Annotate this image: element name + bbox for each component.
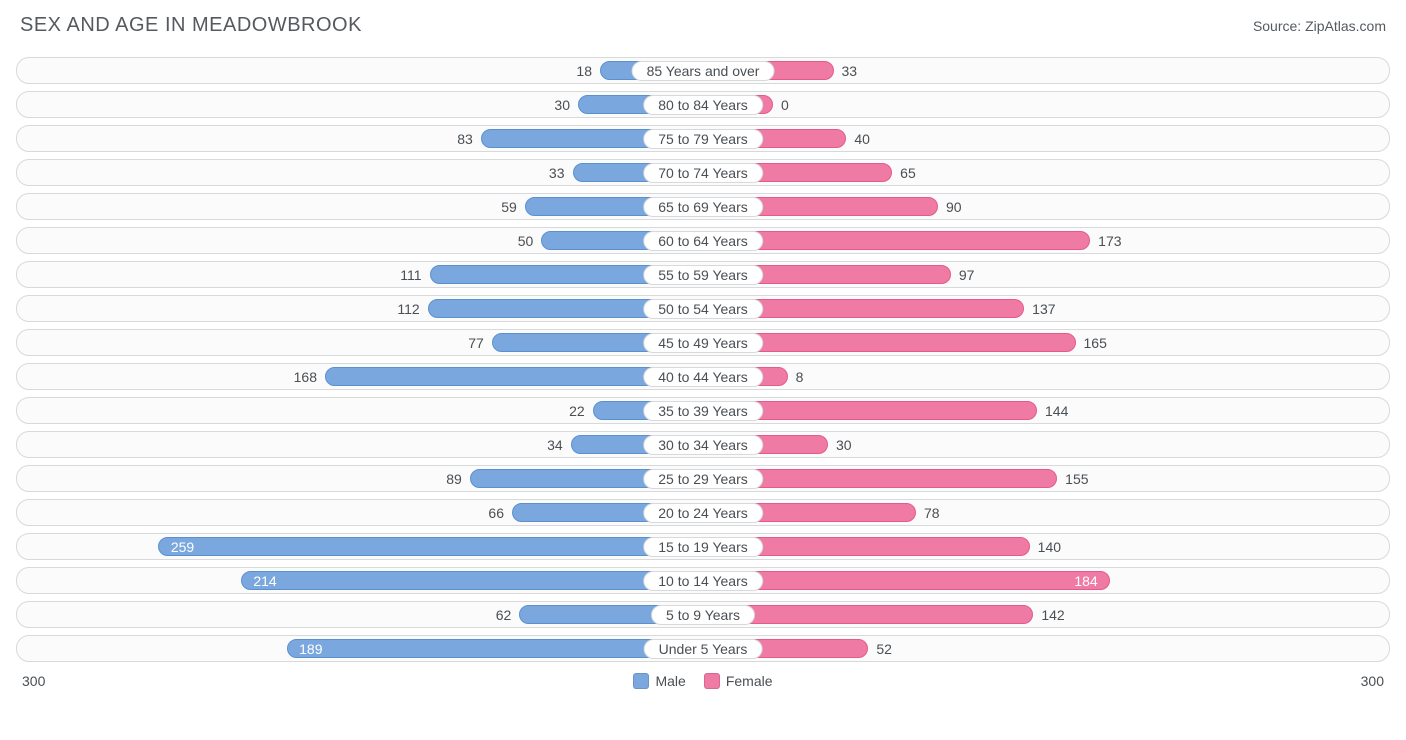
value-female: 165 bbox=[1084, 335, 1107, 351]
legend-item-female: Female bbox=[704, 673, 773, 689]
value-male: 111 bbox=[400, 267, 421, 283]
value-male: 22 bbox=[569, 403, 585, 419]
age-label: 15 to 19 Years bbox=[643, 537, 763, 557]
value-female: 33 bbox=[842, 63, 858, 79]
pyramid-row: 30 to 34 Years 34 30 bbox=[16, 431, 1390, 458]
axis-max-right: 300 bbox=[1361, 673, 1384, 689]
value-male: 66 bbox=[488, 505, 504, 521]
value-female: 97 bbox=[959, 267, 975, 283]
value-female: 52 bbox=[876, 641, 892, 657]
pyramid-row: 35 to 39 Years 22 144 bbox=[16, 397, 1390, 424]
value-male: 77 bbox=[468, 335, 484, 351]
age-label: 40 to 44 Years bbox=[643, 367, 763, 387]
age-label: 25 to 29 Years bbox=[643, 469, 763, 489]
value-female: 155 bbox=[1065, 471, 1088, 487]
legend-item-male: Male bbox=[633, 673, 685, 689]
pyramid-row: 85 Years and over 18 33 bbox=[16, 57, 1390, 84]
age-label: 65 to 69 Years bbox=[643, 197, 763, 217]
age-label: Under 5 Years bbox=[644, 639, 763, 659]
value-female: 173 bbox=[1098, 233, 1121, 249]
pyramid-row: 80 to 84 Years 30 0 bbox=[16, 91, 1390, 118]
value-female: 65 bbox=[900, 165, 916, 181]
swatch-male bbox=[633, 673, 649, 689]
pyramid-row: 50 to 54 Years 112 137 bbox=[16, 295, 1390, 322]
age-label: 75 to 79 Years bbox=[643, 129, 763, 149]
bar-male bbox=[287, 639, 704, 658]
pyramid-row: 25 to 29 Years 89 155 bbox=[16, 465, 1390, 492]
value-male: 214 bbox=[253, 573, 276, 589]
value-male: 34 bbox=[547, 437, 563, 453]
value-female: 0 bbox=[781, 97, 789, 113]
pyramid-row: 15 to 19 Years 259 140 bbox=[16, 533, 1390, 560]
value-male: 83 bbox=[457, 131, 473, 147]
value-female: 8 bbox=[796, 369, 804, 385]
age-label: 5 to 9 Years bbox=[651, 605, 755, 625]
bar-male bbox=[241, 571, 703, 590]
pyramid-row: 70 to 74 Years 33 65 bbox=[16, 159, 1390, 186]
age-label: 45 to 49 Years bbox=[643, 333, 763, 353]
pyramid-row: 10 to 14 Years 214 184 bbox=[16, 567, 1390, 594]
pyramid-row: 45 to 49 Years 77 165 bbox=[16, 329, 1390, 356]
value-female: 40 bbox=[854, 131, 870, 147]
legend: Male Female bbox=[633, 673, 772, 689]
age-label: 50 to 54 Years bbox=[643, 299, 763, 319]
population-pyramid: 85 Years and over 18 33 80 to 84 Years 30 0 75… bbox=[16, 57, 1390, 662]
age-label: 70 to 74 Years bbox=[643, 163, 763, 183]
value-female: 144 bbox=[1045, 403, 1068, 419]
pyramid-row: 55 to 59 Years 111 97 bbox=[16, 261, 1390, 288]
value-male: 168 bbox=[294, 369, 317, 385]
value-male: 112 bbox=[397, 301, 419, 317]
value-female: 137 bbox=[1032, 301, 1055, 317]
value-male: 33 bbox=[549, 165, 565, 181]
legend-label-female: Female bbox=[726, 673, 773, 689]
pyramid-row: 20 to 24 Years 66 78 bbox=[16, 499, 1390, 526]
value-male: 62 bbox=[496, 607, 512, 623]
value-female: 78 bbox=[924, 505, 940, 521]
age-label: 60 to 64 Years bbox=[643, 231, 763, 251]
pyramid-row: 40 to 44 Years 168 8 bbox=[16, 363, 1390, 390]
value-female: 184 bbox=[1074, 573, 1097, 589]
age-label: 35 to 39 Years bbox=[643, 401, 763, 421]
chart-footer: 300 Male Female 300 bbox=[16, 669, 1390, 689]
value-female: 90 bbox=[946, 199, 962, 215]
pyramid-row: 60 to 64 Years 50 173 bbox=[16, 227, 1390, 254]
bar-female bbox=[703, 571, 1110, 590]
pyramid-row: 5 to 9 Years 62 142 bbox=[16, 601, 1390, 628]
age-label: 80 to 84 Years bbox=[643, 95, 763, 115]
age-label: 85 Years and over bbox=[632, 61, 775, 81]
value-male: 259 bbox=[171, 539, 194, 555]
value-male: 30 bbox=[554, 97, 570, 113]
value-female: 142 bbox=[1041, 607, 1064, 623]
age-label: 20 to 24 Years bbox=[643, 503, 763, 523]
age-label: 55 to 59 Years bbox=[643, 265, 763, 285]
value-male: 189 bbox=[299, 641, 322, 657]
legend-label-male: Male bbox=[655, 673, 685, 689]
pyramid-row: 75 to 79 Years 83 40 bbox=[16, 125, 1390, 152]
bar-male bbox=[158, 537, 703, 556]
chart-header: SEX AND AGE IN MEADOWBROOK Source: ZipAt… bbox=[16, 14, 1390, 37]
pyramid-row: Under 5 Years 189 52 bbox=[16, 635, 1390, 662]
value-female: 140 bbox=[1038, 539, 1061, 555]
pyramid-row: 65 to 69 Years 59 90 bbox=[16, 193, 1390, 220]
age-label: 30 to 34 Years bbox=[643, 435, 763, 455]
value-male: 89 bbox=[446, 471, 462, 487]
chart-title: SEX AND AGE IN MEADOWBROOK bbox=[20, 14, 362, 37]
value-male: 59 bbox=[501, 199, 517, 215]
value-male: 18 bbox=[576, 63, 592, 79]
value-female: 30 bbox=[836, 437, 852, 453]
chart-source: Source: ZipAtlas.com bbox=[1253, 18, 1386, 34]
swatch-female bbox=[704, 673, 720, 689]
value-male: 50 bbox=[518, 233, 534, 249]
age-label: 10 to 14 Years bbox=[643, 571, 763, 591]
axis-max-left: 300 bbox=[22, 673, 45, 689]
